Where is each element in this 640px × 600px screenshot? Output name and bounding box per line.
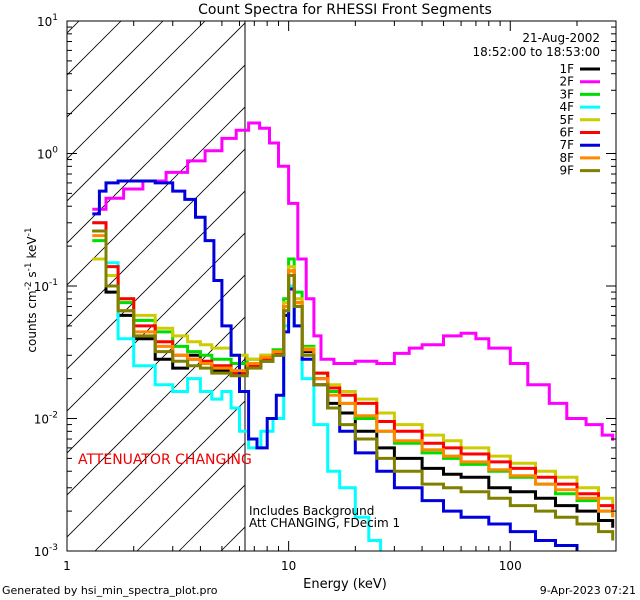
footer-date: 9-Apr-2023 07:21 xyxy=(540,584,636,597)
hatch-line-5 xyxy=(67,22,245,202)
hatch-line-9 xyxy=(67,190,245,370)
y-axis-label: counts cm-2 s-1 keV-1 xyxy=(24,227,39,352)
legend-label-6F: 6F xyxy=(559,126,574,140)
hatch-line-10 xyxy=(67,232,245,412)
chart-title: Count Spectra for RHESSI Front Segments xyxy=(198,2,492,18)
legend-label-2F: 2F xyxy=(559,75,574,89)
attenuator-hatch-region xyxy=(67,21,245,551)
series-line-2F xyxy=(92,121,615,441)
x-tick-label: 100 xyxy=(499,559,522,573)
hatch-line-11 xyxy=(67,274,245,454)
series-line-9F xyxy=(92,229,615,541)
y-tick-label: 101 xyxy=(37,13,58,29)
axis-ticks xyxy=(66,21,617,552)
legend-label-7F: 7F xyxy=(559,138,574,152)
date-label: 21-Aug-2002 xyxy=(522,31,600,45)
x-axis-label: Energy (keV) xyxy=(303,577,387,592)
hatch-line-14 xyxy=(94,400,245,551)
footer-generator: Generated by hsi_min_spectra_plot.pro xyxy=(2,584,218,597)
legend-label-4F: 4F xyxy=(559,100,574,114)
hatch-line-8 xyxy=(67,148,245,328)
hatch-line-7 xyxy=(67,106,245,286)
x-tick-label: 10 xyxy=(281,559,296,573)
plot-frame xyxy=(66,20,617,552)
hatch-line-6 xyxy=(67,64,245,244)
att-info-annotation: Att CHANGING, FDecim 1 xyxy=(249,516,400,530)
series-line-4F xyxy=(92,221,383,551)
hatch-line-12 xyxy=(67,316,245,496)
series-layer xyxy=(92,121,615,551)
hatch-line-2 xyxy=(67,21,122,76)
background-annotation: Includes Background xyxy=(249,504,374,518)
y-tick-label: 10-3 xyxy=(34,543,58,559)
time-range-label: 18:52:00 to 18:53:00 xyxy=(473,45,600,59)
series-line-7F xyxy=(92,179,579,551)
hatch-line-4 xyxy=(67,21,206,160)
hatch-line-1 xyxy=(67,21,80,34)
attenuator-annotation: ATTENUATOR CHANGING xyxy=(78,452,252,468)
y-tick-labels: 10-3 10-2 10-1 100 101 xyxy=(34,13,59,559)
hatch-line-3 xyxy=(67,21,164,118)
y-tick-label: 10-2 xyxy=(34,411,58,427)
hatch-line-13 xyxy=(67,358,245,538)
hatch-line-15 xyxy=(136,442,245,551)
x-tick-label: 1 xyxy=(63,559,71,573)
legend-label-1F: 1F xyxy=(559,62,574,76)
y-tick-label: 100 xyxy=(37,146,58,162)
legend-label-8F: 8F xyxy=(559,151,574,165)
y-tick-label: 10-1 xyxy=(34,278,58,294)
legend-label-3F: 3F xyxy=(559,87,574,101)
legend-label-5F: 5F xyxy=(559,113,574,127)
series-line-8F xyxy=(92,234,615,518)
legend-label-9F: 9F xyxy=(559,164,574,178)
x-tick-labels: 1 10 100 xyxy=(63,559,522,573)
